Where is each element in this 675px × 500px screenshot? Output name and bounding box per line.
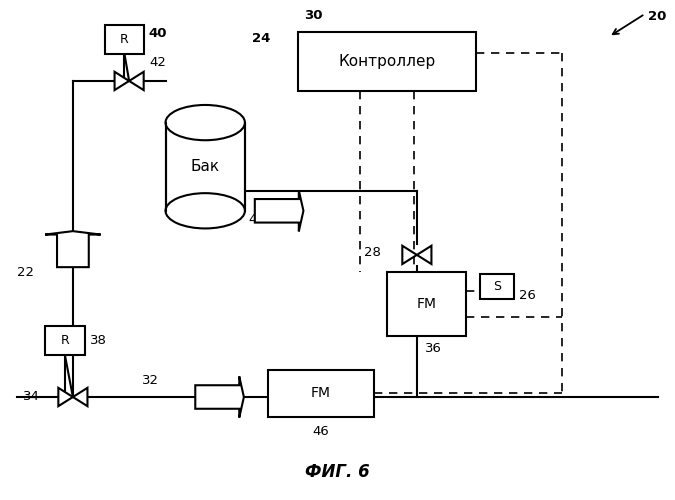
Text: ФИГ. 6: ФИГ. 6 (305, 464, 370, 481)
Bar (480, 274, 514, 299)
Text: 44: 44 (248, 213, 265, 226)
Text: 36: 36 (425, 342, 441, 354)
Text: S: S (493, 280, 501, 293)
Text: 24: 24 (252, 32, 270, 45)
Polygon shape (45, 231, 101, 267)
Text: 22: 22 (17, 266, 34, 278)
Polygon shape (195, 376, 244, 418)
Bar (298, 32, 477, 91)
Text: Контроллер: Контроллер (338, 54, 436, 69)
Text: 46: 46 (313, 426, 329, 438)
Text: Бак: Бак (190, 159, 220, 174)
Polygon shape (129, 72, 144, 90)
Bar (268, 370, 374, 416)
Text: 34: 34 (23, 390, 40, 404)
Polygon shape (402, 246, 417, 264)
Text: 26: 26 (520, 288, 536, 302)
Ellipse shape (165, 193, 245, 228)
Text: 32: 32 (142, 374, 159, 387)
Text: 20: 20 (649, 10, 667, 23)
Bar (387, 272, 466, 336)
Text: R: R (120, 33, 129, 46)
Text: FM: FM (311, 386, 331, 400)
Text: R: R (61, 334, 70, 347)
Bar (45, 326, 85, 356)
Text: 38: 38 (90, 334, 107, 347)
Polygon shape (115, 72, 129, 90)
Text: 40: 40 (148, 27, 167, 40)
Bar (105, 24, 144, 54)
Text: FM: FM (416, 297, 437, 311)
Polygon shape (417, 246, 431, 264)
Polygon shape (255, 190, 304, 232)
Bar (165, 122, 245, 211)
Ellipse shape (165, 105, 245, 140)
Text: 42: 42 (149, 56, 166, 68)
Polygon shape (58, 388, 73, 406)
Text: 30: 30 (304, 9, 323, 22)
Text: 28: 28 (364, 246, 381, 259)
Polygon shape (73, 388, 88, 406)
